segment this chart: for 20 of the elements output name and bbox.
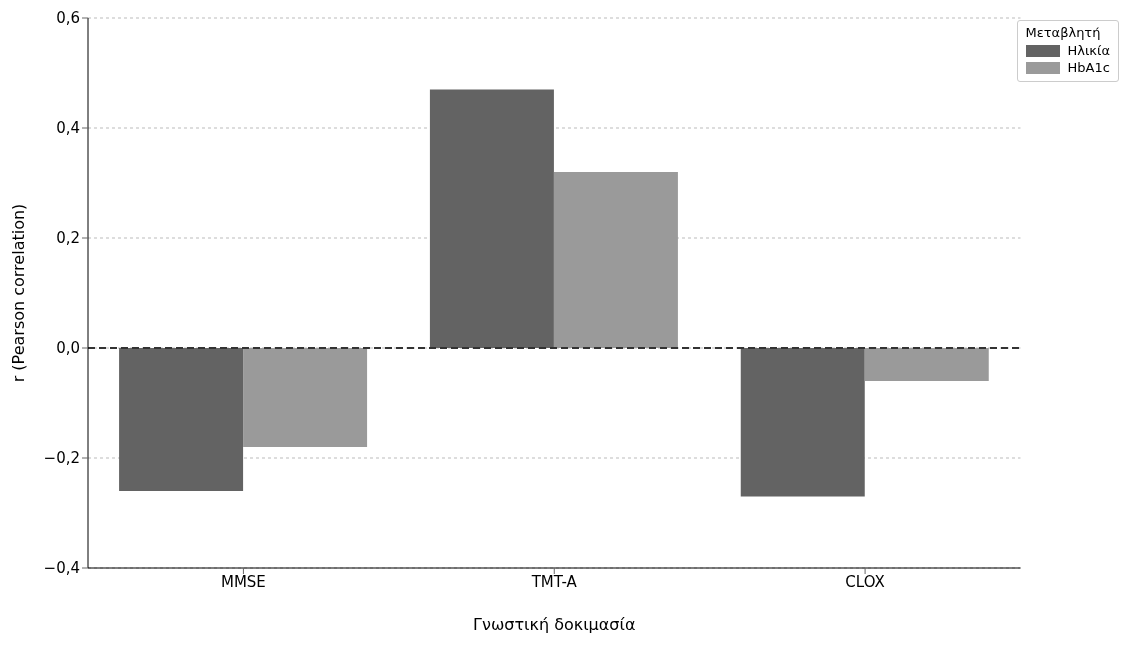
- bar: [429, 89, 554, 348]
- x-axis-title: Γνωστική δοκιμασία: [473, 615, 636, 634]
- bar: [740, 348, 865, 497]
- bar: [243, 348, 368, 447]
- legend-label: Ηλικία: [1067, 43, 1110, 58]
- y-tick-label: −0,4: [43, 559, 80, 578]
- legend-label: HbA1c: [1067, 60, 1110, 75]
- bar: [119, 348, 244, 491]
- x-tick-label: TMT-A: [530, 572, 578, 591]
- y-tick-label: −0,2: [43, 449, 80, 468]
- y-tick-label: 0,4: [56, 119, 80, 138]
- y-tick-label: 0,6: [56, 9, 80, 28]
- bar: [864, 348, 989, 381]
- x-tick-label: MMSE: [220, 572, 266, 591]
- legend-title: Μεταβλητή: [1025, 25, 1102, 40]
- bar: [553, 172, 678, 348]
- x-tick-label: CLOX: [845, 572, 885, 591]
- y-tick-label: 0,2: [56, 229, 80, 248]
- y-axis-title: r (Pearson correlation): [8, 203, 28, 383]
- y-tick-label: 0,0: [56, 339, 80, 358]
